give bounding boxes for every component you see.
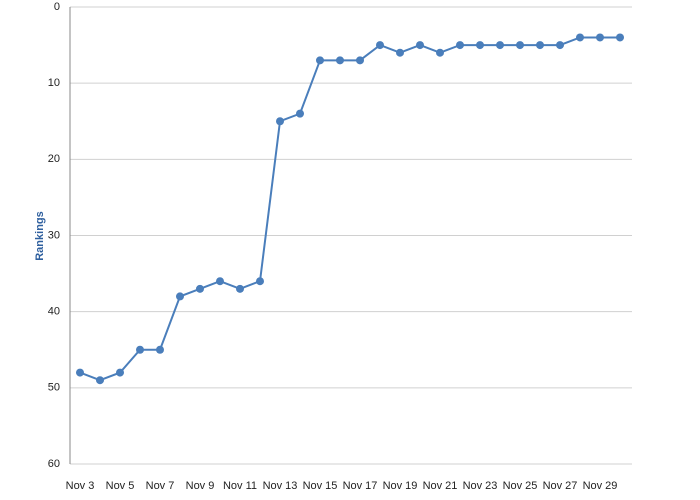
y-tick-label: 0 bbox=[54, 1, 60, 13]
marker bbox=[536, 41, 544, 50]
x-tick-label: Nov 15 bbox=[303, 480, 338, 492]
y-tick-label: 40 bbox=[48, 306, 60, 318]
x-tick-label: Nov 17 bbox=[343, 480, 378, 492]
x-tick-label: Nov 5 bbox=[106, 480, 135, 492]
x-tick-label: Nov 19 bbox=[383, 480, 418, 492]
y-tick-label: 60 bbox=[48, 458, 60, 470]
marker bbox=[416, 41, 424, 50]
marker bbox=[456, 41, 464, 50]
marker bbox=[176, 292, 184, 301]
marker bbox=[616, 33, 624, 42]
x-tick-label: Nov 29 bbox=[583, 480, 618, 492]
marker bbox=[476, 41, 484, 50]
y-tick-label: 20 bbox=[48, 153, 60, 165]
x-tick-label: Nov 9 bbox=[186, 480, 215, 492]
marker bbox=[236, 284, 244, 293]
y-tick-label: 30 bbox=[48, 229, 60, 241]
x-tick-label: Nov 27 bbox=[543, 480, 578, 492]
y-axis-label: Rankings bbox=[34, 211, 46, 261]
marker bbox=[516, 41, 524, 50]
marker bbox=[256, 277, 264, 286]
x-tick-label: Nov 21 bbox=[423, 480, 458, 492]
marker bbox=[336, 56, 344, 65]
marker bbox=[556, 41, 564, 50]
marker bbox=[596, 33, 604, 42]
line bbox=[79, 36, 620, 382]
marker bbox=[76, 368, 84, 377]
marker bbox=[276, 117, 284, 126]
x-tick-label: Nov 11 bbox=[223, 480, 257, 492]
marker bbox=[296, 109, 304, 118]
marker bbox=[316, 56, 324, 65]
marker bbox=[196, 284, 204, 293]
marker bbox=[576, 33, 584, 42]
x-tick-label: Nov 25 bbox=[503, 480, 538, 492]
marker bbox=[216, 277, 224, 286]
x-tick-label: Nov 3 bbox=[66, 480, 95, 492]
marker bbox=[96, 376, 104, 385]
x-tick-label: Nov 23 bbox=[463, 480, 498, 492]
y-tick-label: 50 bbox=[48, 382, 60, 394]
marker bbox=[136, 345, 144, 354]
marker bbox=[356, 56, 364, 65]
marker bbox=[436, 48, 444, 57]
marker bbox=[376, 41, 384, 50]
marker bbox=[396, 48, 404, 57]
x-tick-label: Nov 7 bbox=[146, 480, 175, 492]
y-tick-label: 10 bbox=[48, 77, 60, 89]
marker bbox=[116, 368, 124, 377]
marker bbox=[156, 345, 164, 354]
marker bbox=[496, 41, 504, 50]
x-tick-label: Nov 13 bbox=[263, 480, 298, 492]
